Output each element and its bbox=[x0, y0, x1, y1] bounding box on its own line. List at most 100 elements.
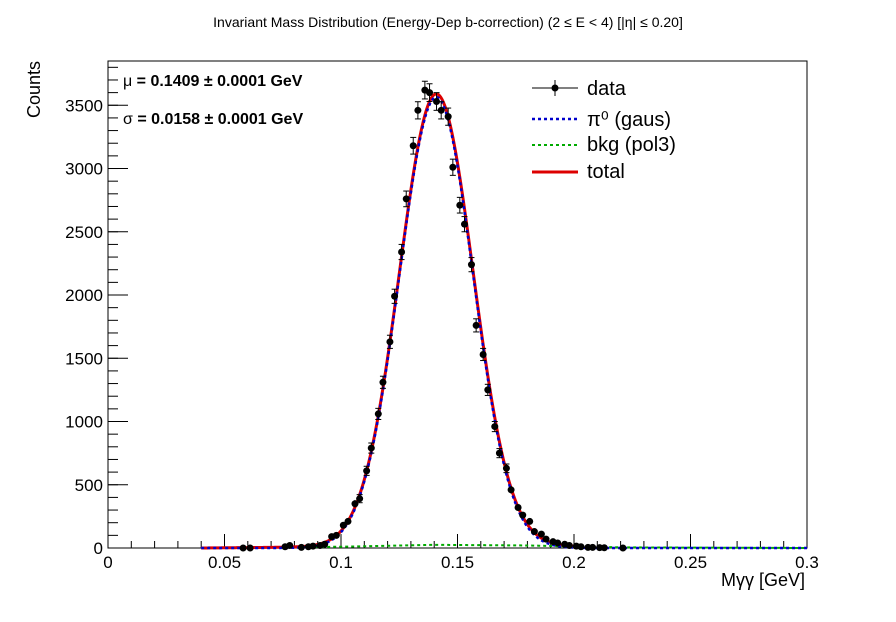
data-marker bbox=[246, 544, 254, 552]
data-marker bbox=[456, 201, 464, 209]
data-marker bbox=[414, 106, 422, 114]
plot-frame bbox=[107, 60, 808, 549]
data-point bbox=[309, 542, 317, 550]
data-marker bbox=[344, 517, 352, 525]
data-point bbox=[332, 531, 340, 539]
chart-title: Invariant Mass Distribution (Energy-Dep … bbox=[213, 14, 683, 30]
legend-label-data: data bbox=[587, 78, 627, 100]
data-point bbox=[356, 494, 364, 504]
data-marker bbox=[507, 486, 515, 494]
x-tick-label: 0 bbox=[103, 553, 112, 572]
data-point bbox=[577, 543, 585, 551]
y-tick-label: 2500 bbox=[65, 223, 103, 242]
signal-curve bbox=[201, 95, 807, 550]
x-tick-label: 0.25 bbox=[674, 553, 707, 572]
data-point bbox=[402, 190, 410, 208]
data-marker bbox=[491, 423, 499, 431]
data-point bbox=[386, 334, 394, 349]
data-marker bbox=[537, 530, 545, 538]
data-marker bbox=[402, 195, 410, 203]
data-marker bbox=[391, 292, 399, 300]
stat-sigma: σ = 0.0158 ± 0.0001 GeV bbox=[123, 111, 303, 128]
data-marker bbox=[619, 544, 627, 552]
data-point bbox=[495, 448, 503, 459]
data-point bbox=[542, 535, 550, 543]
legend-label-signal: π⁰ (gaus) bbox=[587, 109, 671, 131]
data-point bbox=[537, 530, 545, 538]
data-marker bbox=[519, 511, 527, 519]
data-point bbox=[297, 543, 305, 551]
data-points bbox=[239, 80, 627, 552]
data-marker bbox=[409, 142, 417, 150]
data-point bbox=[600, 544, 608, 552]
data-point bbox=[491, 421, 499, 433]
y-tick-label: 3500 bbox=[65, 96, 103, 115]
data-marker bbox=[386, 338, 394, 346]
mu-value: = 0.1409 ± 0.0001 GeV bbox=[132, 73, 303, 90]
bkg-curve bbox=[201, 543, 808, 549]
data-point bbox=[460, 216, 468, 233]
total-curve bbox=[201, 92, 575, 550]
data-point bbox=[526, 517, 534, 525]
data-point bbox=[456, 196, 464, 214]
data-point bbox=[321, 540, 329, 548]
data-marker bbox=[379, 378, 387, 386]
data-point bbox=[339, 521, 347, 529]
x-tick-label: 0.3 bbox=[795, 553, 819, 572]
data-point bbox=[398, 243, 406, 261]
data-point bbox=[391, 288, 399, 304]
data-marker bbox=[363, 467, 371, 475]
data-point bbox=[519, 511, 527, 519]
data-point bbox=[426, 83, 434, 102]
legend-label-total: total bbox=[587, 161, 625, 183]
x-axis: 0 0.05 0.1 0.15 0.2 0.25 0.3 bbox=[103, 534, 819, 572]
data-marker bbox=[554, 539, 562, 547]
x-tick-label: 0.1 bbox=[329, 553, 353, 572]
data-marker bbox=[367, 444, 375, 452]
x-tick-label: 0.05 bbox=[208, 553, 241, 572]
sigma-value: = 0.0158 ± 0.0001 GeV bbox=[133, 111, 304, 128]
data-marker bbox=[437, 106, 445, 114]
data-marker bbox=[356, 495, 364, 503]
data-marker bbox=[426, 89, 434, 97]
data-marker bbox=[542, 535, 550, 543]
data-marker bbox=[398, 248, 406, 256]
data-marker bbox=[526, 517, 534, 525]
y-tick-label: 1500 bbox=[65, 349, 103, 368]
data-point bbox=[484, 383, 492, 396]
data-point bbox=[363, 465, 371, 476]
data-marker bbox=[433, 97, 441, 105]
data-marker bbox=[472, 321, 480, 329]
data-marker bbox=[530, 528, 538, 536]
data-point bbox=[502, 463, 510, 474]
data-point bbox=[239, 544, 247, 552]
data-marker bbox=[600, 544, 608, 552]
x-tick-label: 0.2 bbox=[562, 553, 586, 572]
mu-symbol: μ bbox=[123, 73, 132, 90]
legend-entry-total: total bbox=[532, 161, 625, 183]
data-marker bbox=[339, 521, 347, 529]
data-point bbox=[507, 486, 515, 494]
data-marker bbox=[374, 410, 382, 418]
x-tick-label: 0.15 bbox=[441, 553, 474, 572]
data-marker bbox=[239, 544, 247, 552]
data-marker bbox=[589, 543, 597, 551]
legend: data π⁰ (gaus) bkg (pol3) total bbox=[532, 78, 676, 183]
data-point bbox=[379, 375, 387, 389]
data-point bbox=[286, 541, 294, 549]
y-tick-label: 1000 bbox=[65, 413, 103, 432]
data-point bbox=[467, 257, 475, 273]
data-marker bbox=[297, 543, 305, 551]
legend-entry-data: data bbox=[532, 78, 627, 100]
data-point bbox=[479, 347, 487, 362]
data-point bbox=[246, 544, 254, 552]
data-marker bbox=[351, 500, 359, 508]
y-tick-label: 0 bbox=[94, 539, 103, 558]
data-marker bbox=[502, 464, 510, 472]
x-axis-title: Mγγ [GeV] bbox=[721, 570, 805, 590]
data-point bbox=[514, 504, 522, 512]
fit-curves bbox=[201, 92, 808, 550]
data-point bbox=[444, 107, 452, 126]
data-point bbox=[433, 92, 441, 111]
